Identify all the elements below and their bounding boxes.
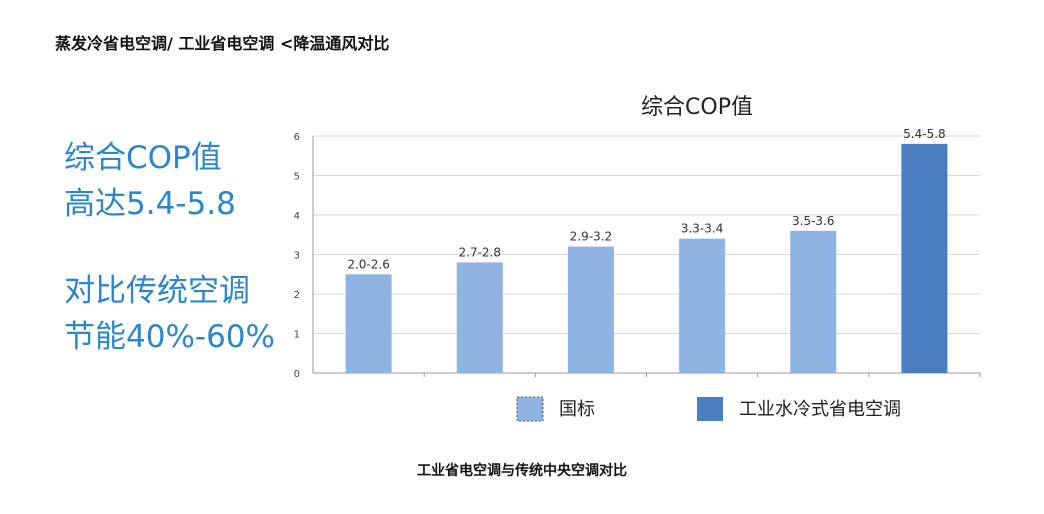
cop-highlight: 综合COP值 高达5.4-5.8 (64, 135, 236, 227)
legend-swatch (697, 397, 723, 421)
bar-data-label: 3.5-3.6 (792, 214, 835, 228)
y-tick-label: 2 (294, 290, 300, 301)
bar (901, 143, 948, 373)
saving-highlight: 对比传统空调 节能40%-60% (64, 268, 275, 360)
bar (679, 238, 726, 373)
y-tick-label: 0 (294, 369, 300, 380)
cop-highlight-line2: 高达5.4-5.8 (64, 186, 236, 222)
bar-data-label: 3.3-3.4 (681, 222, 724, 236)
bar-data-label: 5.4-5.8 (903, 127, 946, 141)
saving-highlight-line1: 对比传统空调 (64, 273, 250, 309)
bar-data-label: 2.9-3.2 (570, 230, 613, 244)
y-tick-label: 4 (294, 211, 300, 222)
chart-caption: 工业省电空调与传统中央空调对比 (417, 463, 627, 479)
y-tick-label: 6 (294, 132, 300, 143)
y-tick-label: 1 (294, 330, 300, 341)
bar (456, 262, 503, 373)
saving-highlight-line2: 节能40%-60% (64, 319, 275, 355)
bar-group: 2.0-2.6 2.7-2.8 2.9-3.2 3.3-3.4 3.5-3.6 5.4-5… (345, 127, 948, 373)
y-tick-label: 3 (294, 251, 300, 262)
cop-highlight-line1: 综合COP值 (64, 140, 222, 176)
bar (345, 274, 392, 373)
bar-data-label: 2.0-2.6 (347, 257, 390, 271)
chart-title: 综合COP值 (641, 95, 753, 120)
legend-label: 工业水冷式省电空调 (739, 399, 901, 420)
legend-label: 国标 (559, 399, 595, 420)
bar (567, 246, 614, 373)
y-tick-label: 5 (294, 172, 300, 183)
bar-data-label: 2.7-2.8 (459, 245, 502, 259)
chart-grid (312, 135, 981, 377)
legend-swatch (516, 396, 544, 422)
y-axis: 0 1 2 3 4 5 6 (294, 132, 300, 380)
chart-legend: 国标 工业水冷式省电空调 (516, 396, 901, 422)
page-title: 蒸发冷省电空调/ 工业省电空调 <降温通风对比 (55, 34, 390, 53)
bar (790, 230, 837, 373)
